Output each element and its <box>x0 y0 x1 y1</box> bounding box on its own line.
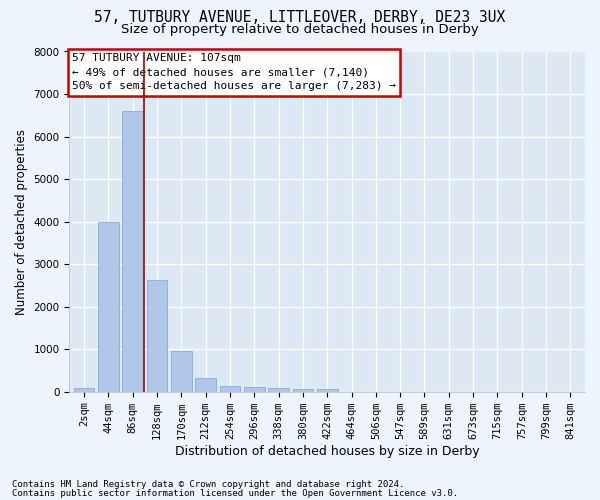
Y-axis label: Number of detached properties: Number of detached properties <box>15 128 28 314</box>
Text: Size of property relative to detached houses in Derby: Size of property relative to detached ho… <box>121 22 479 36</box>
Bar <box>220 386 240 392</box>
Bar <box>293 389 313 392</box>
Text: 57 TUTBURY AVENUE: 107sqm
← 49% of detached houses are smaller (7,140)
50% of se: 57 TUTBURY AVENUE: 107sqm ← 49% of detac… <box>72 53 396 91</box>
Bar <box>244 386 265 392</box>
Text: Contains HM Land Registry data © Crown copyright and database right 2024.: Contains HM Land Registry data © Crown c… <box>12 480 404 489</box>
Text: 57, TUTBURY AVENUE, LITTLEOVER, DERBY, DE23 3UX: 57, TUTBURY AVENUE, LITTLEOVER, DERBY, D… <box>94 10 506 25</box>
Bar <box>122 111 143 392</box>
Bar <box>171 351 191 392</box>
Bar <box>98 222 119 392</box>
Text: Contains public sector information licensed under the Open Government Licence v3: Contains public sector information licen… <box>12 489 458 498</box>
X-axis label: Distribution of detached houses by size in Derby: Distribution of detached houses by size … <box>175 444 479 458</box>
Bar <box>268 388 289 392</box>
Bar <box>146 280 167 392</box>
Bar <box>195 378 216 392</box>
Bar <box>317 389 338 392</box>
Bar <box>74 388 94 392</box>
